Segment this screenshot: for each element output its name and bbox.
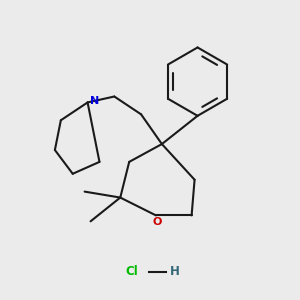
Text: Cl: Cl	[126, 266, 139, 278]
Text: N: N	[90, 96, 100, 106]
Text: O: O	[153, 217, 162, 227]
Text: H: H	[170, 266, 180, 278]
